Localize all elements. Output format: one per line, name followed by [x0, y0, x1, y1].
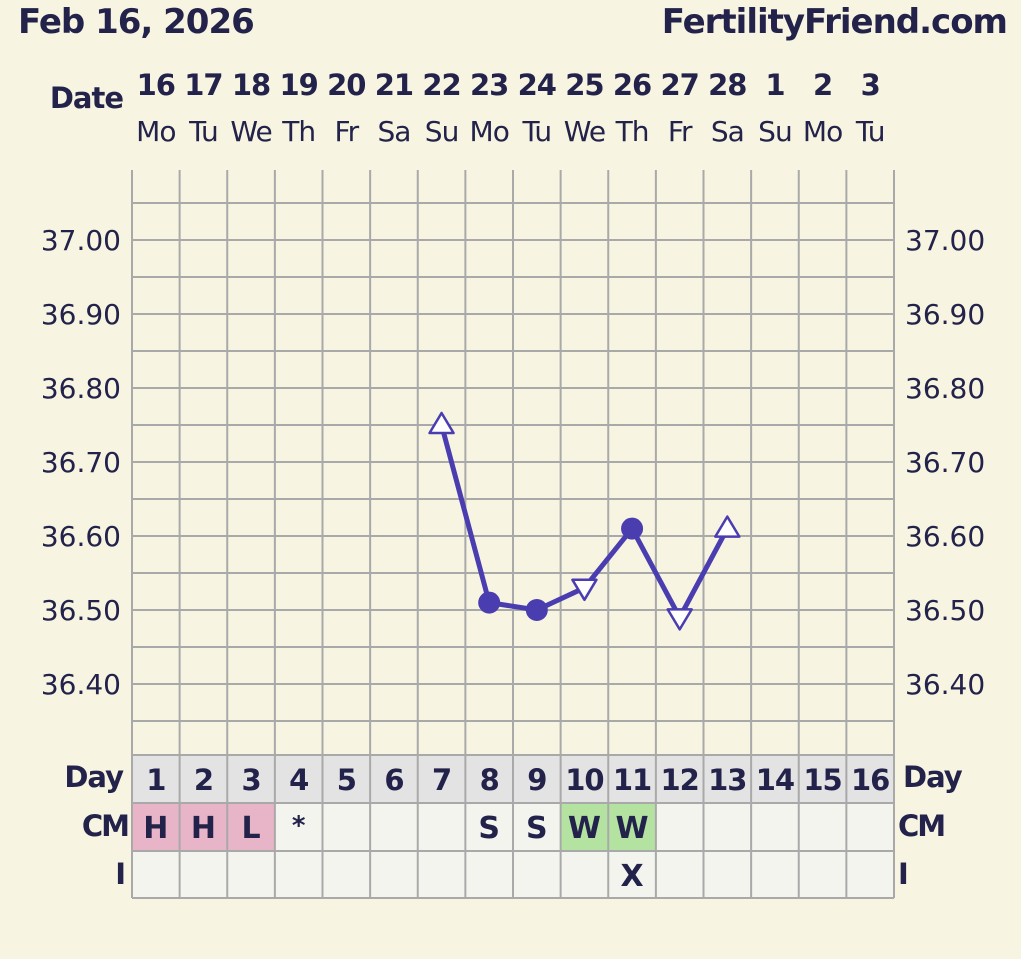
cm-cell-highlight — [227, 803, 275, 851]
temperature-point — [525, 599, 548, 621]
y-tick-label-left: 36.80 — [41, 372, 121, 405]
cycle-day-label: 10 — [565, 763, 603, 797]
chart-date-title: Feb 16, 2026 — [18, 2, 255, 42]
day-row-label-right: Day — [903, 760, 963, 794]
date-label: 17 — [184, 68, 222, 102]
axis-labels: Date Day Day CM CM I I — [50, 81, 964, 891]
weekday-label: Mo — [803, 115, 842, 148]
cm-value: H — [191, 811, 216, 846]
temperature-point — [666, 608, 693, 631]
y-tick-label-left: 36.50 — [41, 594, 121, 627]
y-tick-label-right: 37.00 — [905, 224, 985, 257]
date-label: 25 — [565, 68, 603, 102]
cycle-day-label: 13 — [708, 763, 746, 797]
cm-row-label-right: CM — [898, 809, 944, 843]
weekday-label: Th — [615, 115, 649, 148]
cm-cell-highlight — [560, 803, 609, 851]
date-label: 23 — [470, 68, 508, 102]
cycle-day-label: 6 — [384, 763, 403, 797]
day-row-label-left: Day — [64, 760, 124, 794]
date-label: 18 — [232, 68, 270, 102]
weekday-label: Tu — [855, 115, 885, 148]
y-tick-label-right: 36.50 — [905, 594, 985, 627]
weekday-label: Fr — [335, 115, 360, 148]
cycle-day-label: 7 — [432, 763, 451, 797]
y-tick-label-right: 36.60 — [905, 520, 985, 553]
date-label: 2 — [813, 68, 832, 102]
cm-value: S — [478, 811, 500, 846]
cycle-day-label: 2 — [194, 763, 213, 797]
site-name: FertilityFriend.com — [661, 2, 1008, 42]
cycle-day-label: 12 — [661, 763, 699, 797]
cycle-day-label: 3 — [241, 763, 260, 797]
date-label: 22 — [422, 68, 460, 102]
date-label: 16 — [137, 68, 175, 102]
weekday-label: Su — [425, 115, 459, 148]
temperature-point — [428, 411, 455, 435]
cm-value: * — [292, 811, 306, 841]
date-label: 24 — [518, 68, 556, 102]
cm-value: H — [143, 811, 168, 846]
cm-cell-highlight — [132, 803, 180, 851]
cm-value: S — [526, 811, 548, 846]
weekday-label: Th — [281, 115, 315, 148]
temperature-point — [621, 517, 644, 540]
temperature-point — [714, 515, 741, 538]
date-label: 27 — [661, 68, 699, 102]
weekday-label: Mo — [136, 115, 175, 148]
y-tick-label-left: 36.40 — [41, 668, 121, 701]
weekday-label: Su — [758, 115, 792, 148]
y-tick-label-right: 36.40 — [905, 668, 985, 701]
chart-dynamic-labels: 37.00 37.00 36.90 36.90 36.80 36.80 36.70 36.70… — [41, 68, 985, 894]
date-row-label: Date — [50, 81, 124, 115]
temperature-point — [571, 578, 598, 602]
intercourse-row-label-left: I — [115, 857, 126, 891]
temperature-point — [478, 591, 501, 614]
date-label: 1 — [765, 68, 784, 102]
cm-cell-highlight — [608, 803, 656, 851]
weekday-label: Tu — [188, 115, 218, 148]
y-tick-label-left: 36.70 — [41, 446, 121, 479]
cycle-day-label: 1 — [146, 763, 165, 797]
date-label: 19 — [280, 68, 318, 102]
date-label: 26 — [613, 68, 651, 102]
cm-row-label-left: CM — [82, 809, 128, 843]
cm-value: W — [568, 811, 601, 846]
y-tick-label-left: 36.90 — [41, 298, 121, 331]
weekday-label: Tu — [522, 115, 552, 148]
weekday-label: Fr — [668, 115, 693, 148]
intercourse-row-label-right: I — [898, 857, 909, 891]
date-label: 21 — [375, 68, 413, 102]
temperature-series — [428, 411, 741, 631]
y-tick-label-right: 36.70 — [905, 446, 985, 479]
cycle-day-label: 5 — [337, 763, 356, 797]
y-tick-label-right: 36.90 — [905, 298, 985, 331]
cycle-day-label: 15 — [803, 763, 841, 797]
cycle-day-label: 4 — [289, 763, 308, 797]
cm-value: L — [242, 811, 261, 846]
chart-grid — [131, 170, 895, 899]
date-label: 3 — [861, 68, 880, 102]
y-tick-label-right: 36.80 — [905, 372, 985, 405]
date-label: 28 — [708, 68, 746, 102]
y-tick-label-left: 37.00 — [41, 224, 121, 257]
date-label: 20 — [327, 68, 365, 102]
weekday-label: Mo — [470, 115, 509, 148]
cycle-day-label: 11 — [613, 763, 651, 797]
y-tick-label-left: 36.60 — [41, 520, 121, 553]
cycle-day-label: 14 — [756, 763, 794, 797]
cycle-day-label: 9 — [527, 763, 546, 797]
cycle-day-label: 8 — [480, 763, 499, 797]
intercourse-mark: X — [620, 859, 643, 894]
weekday-label: Sa — [377, 115, 410, 148]
weekday-label: Sa — [711, 115, 744, 148]
weekday-label: We — [564, 115, 605, 148]
cycle-day-label: 16 — [851, 763, 889, 797]
cm-value: W — [616, 811, 649, 846]
weekday-label: We — [230, 115, 271, 148]
cm-cell-highlight — [179, 803, 228, 851]
